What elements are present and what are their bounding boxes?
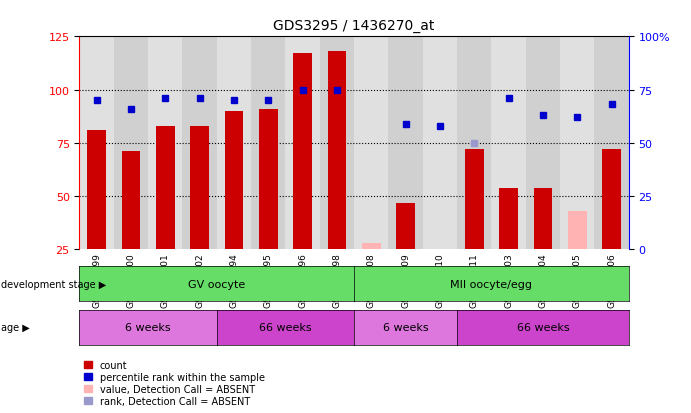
Bar [499, 188, 518, 250]
Bar [354, 37, 388, 250]
Bar [533, 188, 552, 250]
Text: MII oocyte/egg: MII oocyte/egg [451, 279, 533, 289]
Bar [293, 54, 312, 250]
Bar [526, 37, 560, 250]
Legend: count, percentile rank within the sample, value, Detection Call = ABSENT, rank, : count, percentile rank within the sample… [84, 361, 265, 406]
Bar [594, 37, 629, 250]
Text: 66 weeks: 66 weeks [517, 322, 569, 332]
Bar [79, 37, 114, 250]
Bar [320, 37, 354, 250]
Text: age ▶: age ▶ [1, 322, 30, 332]
Bar [190, 126, 209, 250]
Bar [423, 37, 457, 250]
Bar [362, 244, 381, 250]
Bar [259, 109, 278, 250]
Bar [148, 37, 182, 250]
Bar [396, 203, 415, 250]
Text: 66 weeks: 66 weeks [259, 322, 312, 332]
Bar [114, 37, 148, 250]
Text: 6 weeks: 6 weeks [383, 322, 428, 332]
Bar [560, 37, 594, 250]
Bar [568, 211, 587, 250]
Bar [182, 37, 217, 250]
Bar [156, 126, 175, 250]
Text: 6 weeks: 6 weeks [125, 322, 171, 332]
Bar [285, 37, 320, 250]
Bar [122, 152, 140, 250]
Text: GV oocyte: GV oocyte [188, 279, 245, 289]
Text: development stage ▶: development stage ▶ [1, 279, 106, 289]
Bar [251, 37, 285, 250]
Bar [457, 37, 491, 250]
Bar [388, 37, 423, 250]
Title: GDS3295 / 1436270_at: GDS3295 / 1436270_at [274, 19, 435, 33]
Bar [217, 37, 251, 250]
Bar [602, 150, 621, 250]
Bar [225, 112, 243, 250]
Bar [465, 150, 484, 250]
Bar [491, 37, 526, 250]
Bar [328, 52, 346, 250]
Bar [87, 131, 106, 250]
